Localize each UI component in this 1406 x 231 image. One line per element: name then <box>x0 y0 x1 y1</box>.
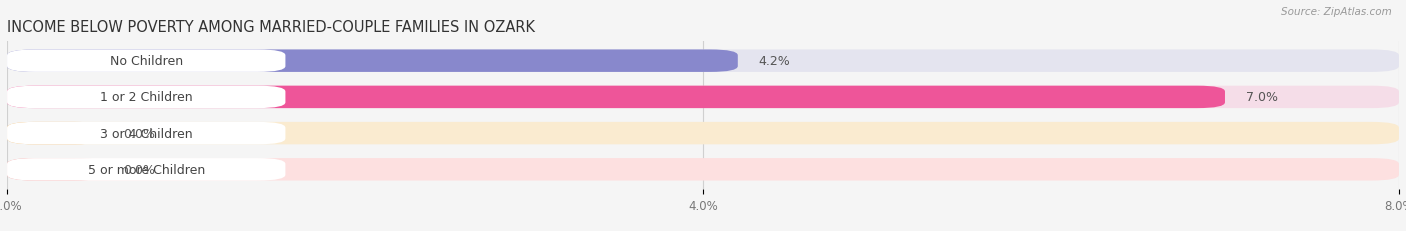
FancyBboxPatch shape <box>7 122 103 145</box>
FancyBboxPatch shape <box>7 122 285 145</box>
FancyBboxPatch shape <box>7 86 1399 109</box>
Text: 3 or 4 Children: 3 or 4 Children <box>100 127 193 140</box>
Text: 0.0%: 0.0% <box>124 127 156 140</box>
FancyBboxPatch shape <box>7 86 1225 109</box>
FancyBboxPatch shape <box>7 50 1399 73</box>
Text: 0.0%: 0.0% <box>124 163 156 176</box>
FancyBboxPatch shape <box>7 50 738 73</box>
FancyBboxPatch shape <box>7 158 285 181</box>
FancyBboxPatch shape <box>7 158 103 181</box>
Text: 7.0%: 7.0% <box>1246 91 1278 104</box>
FancyBboxPatch shape <box>7 50 285 73</box>
FancyBboxPatch shape <box>7 158 1399 181</box>
Text: 5 or more Children: 5 or more Children <box>87 163 205 176</box>
Text: 4.2%: 4.2% <box>759 55 790 68</box>
Text: 1 or 2 Children: 1 or 2 Children <box>100 91 193 104</box>
FancyBboxPatch shape <box>7 86 285 109</box>
Text: INCOME BELOW POVERTY AMONG MARRIED-COUPLE FAMILIES IN OZARK: INCOME BELOW POVERTY AMONG MARRIED-COUPL… <box>7 20 536 35</box>
Text: Source: ZipAtlas.com: Source: ZipAtlas.com <box>1281 7 1392 17</box>
Text: No Children: No Children <box>110 55 183 68</box>
FancyBboxPatch shape <box>7 122 1399 145</box>
